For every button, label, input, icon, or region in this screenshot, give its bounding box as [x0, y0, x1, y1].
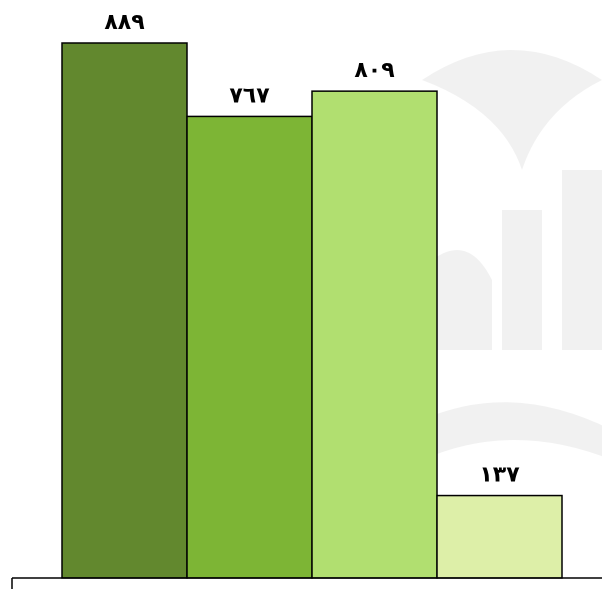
bar-3	[311, 90, 438, 579]
bar-value-label-3: ٨٠٩	[354, 58, 394, 83]
bar-value-label-4: ١٣٧	[479, 463, 520, 488]
bar-1	[61, 42, 188, 579]
bar-2	[186, 115, 313, 579]
bar-value-label-2: ٧٦٧	[229, 83, 270, 108]
value-labels-group: ٨٨٩ ٧٦٧ ٨٠٩ ١٣٧	[104, 10, 520, 488]
bar-value-label-1: ٨٨٩	[104, 10, 144, 35]
bars-group	[61, 42, 563, 579]
bar-4	[436, 494, 563, 579]
